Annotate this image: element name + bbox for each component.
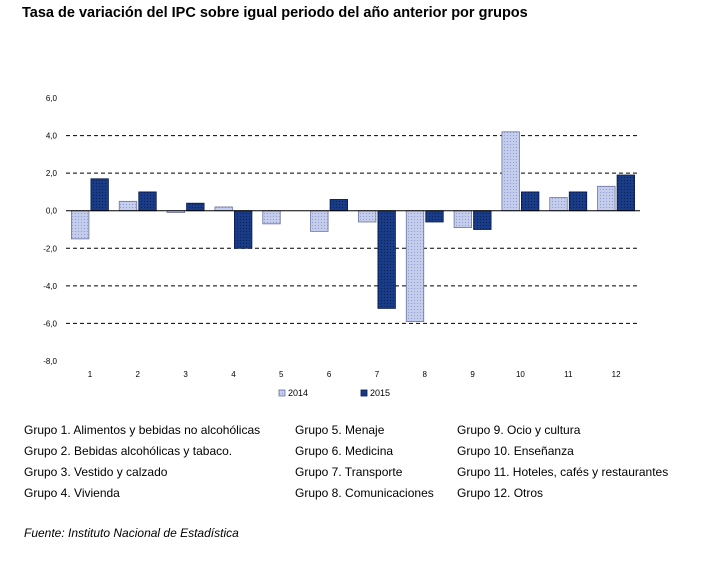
group-label: Grupo 6. Medicina	[295, 444, 394, 458]
bar-2014-group-4	[214, 206, 233, 212]
x-tick-label: 6	[327, 370, 332, 379]
bar-2015-group-2	[138, 191, 157, 212]
legend-swatch-2014	[278, 389, 286, 397]
y-tick-label: 0,0	[46, 207, 58, 216]
x-tick-label: 10	[516, 370, 525, 379]
y-tick-label: -8,0	[43, 357, 57, 366]
bar-chart: 6,04,02,00,0-2,0-4,0-6,0-8,01 2 3 4 5 6 7 8 9 10 1…	[43, 94, 640, 398]
group-label: Grupo 8. Comunicaciones	[295, 486, 434, 500]
bar-2015-group-11	[568, 191, 588, 212]
y-tick-label: 4,0	[46, 132, 58, 141]
x-tick-label: 9	[470, 370, 475, 379]
x-tick-label: 4	[231, 370, 236, 379]
bar-2015-group-7	[377, 210, 396, 309]
bar-2014-group-5	[262, 210, 281, 225]
group-label: Grupo 7. Transporte	[295, 465, 403, 479]
group-label: Grupo 11. Hoteles, cafés y restaurantes	[457, 465, 669, 479]
bar-2015-group-8	[425, 210, 444, 223]
bar-2015-group-6	[329, 199, 348, 212]
legend-swatch-2015	[360, 389, 368, 397]
bar-2015-group-4	[234, 210, 253, 249]
group-label: Grupo 5. Menaje	[295, 423, 385, 437]
y-tick-label: 2,0	[46, 169, 58, 178]
y-tick-label: -2,0	[43, 244, 57, 253]
bar-2014-group-10	[501, 131, 520, 212]
x-tick-label: 12	[612, 370, 621, 379]
group-label: Grupo 4. Vivienda	[24, 486, 120, 500]
group-label: Grupo 10. Enseñanza	[457, 444, 574, 458]
y-tick-label: -6,0	[43, 319, 57, 328]
bar-2014-group-2	[118, 200, 138, 212]
bar-2014-group-1	[71, 210, 90, 240]
legend-label-2014: 2014	[288, 388, 308, 398]
y-tick-label: -4,0	[43, 282, 57, 291]
bar-2014-group-11	[549, 197, 568, 212]
group-legend: Grupo 1. Alimentos y bebidas no alcohóli…	[24, 422, 694, 506]
group-legend-column-1: Grupo 1. Alimentos y bebidas no alcohóli…	[24, 422, 260, 506]
group-legend-column-3: Grupo 9. Ocio y cultura Grupo 10. Enseña…	[457, 422, 668, 506]
bar-2014-group-8	[405, 210, 425, 322]
bar-2015-group-3	[186, 202, 205, 212]
group-label: Grupo 2. Bebidas alcohólicas y tabaco.	[24, 444, 233, 458]
x-tick-label: 11	[564, 370, 573, 379]
source-note: Fuente: Instituto Nacional de Estadístic…	[24, 526, 239, 540]
group-label: Grupo 1. Alimentos y bebidas no alcohóli…	[24, 423, 261, 437]
x-tick-label: 3	[183, 370, 188, 379]
group-label: Grupo 12. Otros	[457, 486, 544, 500]
group-label: Grupo 9. Ocio y cultura	[457, 423, 581, 437]
bar-2014-group-12	[597, 185, 616, 212]
x-tick-label: 2	[136, 370, 141, 379]
group-label: Grupo 3. Vestido y calzado	[24, 465, 168, 479]
bar-2015-group-9	[473, 210, 492, 230]
y-tick-label: 6,0	[46, 94, 58, 103]
bar-2014-group-6	[310, 210, 329, 232]
legend-label-2015: 2015	[370, 388, 390, 398]
group-legend-column-2: Grupo 5. Menaje Grupo 6. Medicina Grupo …	[295, 422, 434, 506]
bar-2015-group-12	[616, 174, 635, 212]
bar-2015-group-1	[90, 178, 109, 212]
chart-title: Tasa de variación del IPC sobre igual pe…	[22, 5, 528, 21]
bar-2014-group-9	[453, 210, 472, 229]
x-tick-label: 7	[375, 370, 380, 379]
x-tick-label: 1	[88, 370, 93, 379]
bar-2014-group-7	[358, 210, 377, 223]
x-tick-label: 8	[423, 370, 428, 379]
bar-2015-group-10	[521, 191, 540, 212]
x-tick-label: 5	[279, 370, 284, 379]
